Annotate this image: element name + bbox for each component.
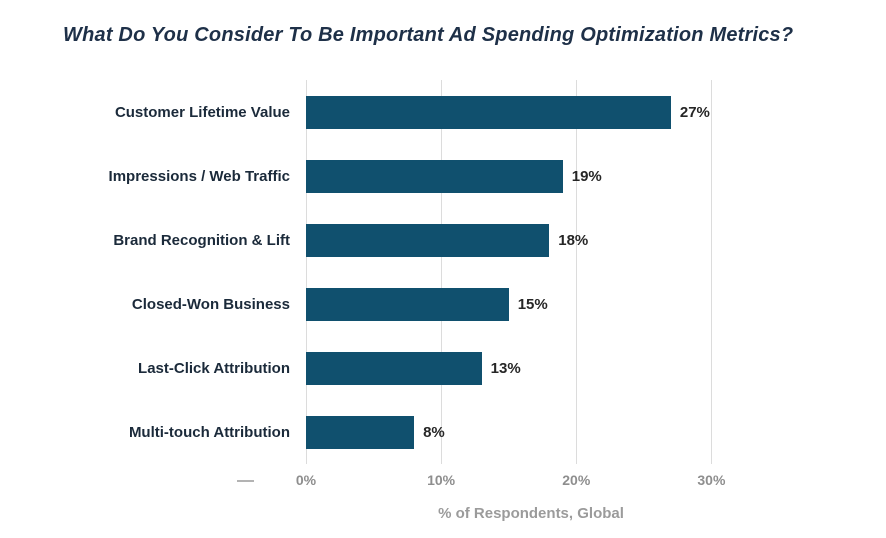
gridline [711,80,713,464]
category-label: Multi-touch Attribution [128,423,290,441]
category-label: Impressions / Web Traffic [108,167,290,185]
value-label: 8% [423,423,445,441]
value-label: 13% [490,359,521,377]
value-label: 27% [679,103,710,121]
bar-row: Last-Click Attribution 13% [0,336,886,400]
bar-track: 19% [306,159,756,193]
value-label: 15% [517,295,548,313]
category-label: Customer Lifetime Value [114,103,290,121]
bar [306,95,671,129]
x-tick-label: 10% [427,472,456,488]
value-label: 18% [558,231,589,249]
bar-track: 27% [306,95,756,129]
category-label: Last-Click Attribution [138,359,290,377]
plot-area: Customer Lifetime Value 27% Impressions / … [0,80,886,464]
gridline [441,80,443,464]
gridlines [306,80,756,464]
axis-dash [237,480,254,482]
x-tick-label: 20% [562,472,591,488]
bar-track: 13% [306,351,756,385]
bar-track: 15% [306,287,756,321]
bar [306,287,509,321]
bar-row: Customer Lifetime Value 27% [0,80,886,144]
bar [306,159,563,193]
bar [306,415,415,449]
x-tick-label: 30% [697,472,726,488]
bar [306,223,550,257]
bar-track: 18% [306,223,756,257]
chart-title: What Do You Consider To Be Important Ad … [63,24,794,46]
bar-row: Impressions / Web Traffic 19% [0,144,886,208]
category-label: Closed-Won Business [131,295,290,313]
gridline [576,80,578,464]
bar-row: Closed-Won Business 15% [0,272,886,336]
category-label: Brand Recognition & Lift [113,231,290,249]
gridline [306,80,307,464]
bar [306,351,482,385]
x-tick-label: 0% [295,472,317,488]
bar-row: Brand Recognition & Lift 18% [0,208,886,272]
x-axis-title: % of Respondents, Global [438,505,624,522]
x-axis-ticks: 0% 10% 20% 30% [296,472,756,490]
bar-row: Multi-touch Attribution 8% [0,400,886,464]
bar-track: 8% [306,415,756,449]
value-label: 19% [571,167,602,185]
